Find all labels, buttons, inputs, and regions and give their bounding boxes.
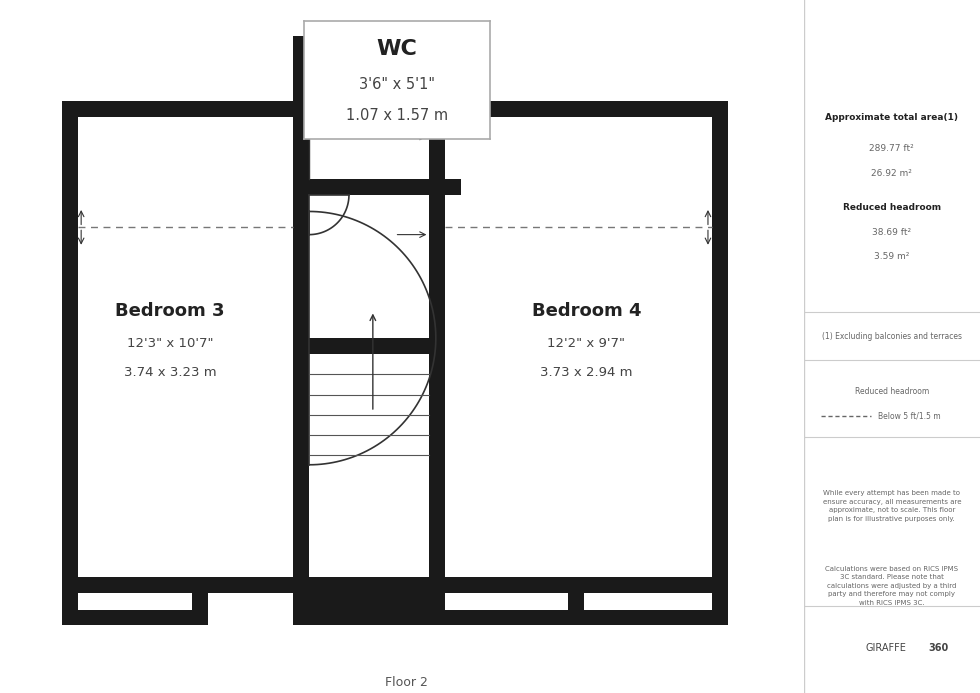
Text: 3.74 x 3.23 m: 3.74 x 3.23 m (123, 366, 217, 378)
Text: WC: WC (376, 39, 417, 59)
Text: James: James (864, 62, 927, 81)
Bar (62, 593, 77, 626)
Text: Oliver: Oliver (864, 33, 927, 52)
Text: 38.69 ft²: 38.69 ft² (872, 228, 911, 236)
Bar (208, 577, 293, 593)
Text: Bedroom 3: Bedroom 3 (116, 301, 225, 319)
Text: GIRAFFE: GIRAFFE (865, 643, 907, 653)
Bar (192, 593, 208, 626)
Text: Calculations were based on RICS IPMS
3C standard. Please note that
calculations : Calculations were based on RICS IPMS 3C … (825, 565, 958, 606)
Text: 3.59 m²: 3.59 m² (874, 252, 909, 261)
Bar (293, 100, 309, 593)
Bar (62, 100, 293, 116)
Bar (293, 179, 462, 195)
Text: 1.07 x 1.57 m: 1.07 x 1.57 m (346, 107, 448, 123)
Bar (429, 100, 445, 593)
Bar (309, 338, 429, 354)
Bar (346, 80, 392, 106)
Text: Reduced headroom: Reduced headroom (855, 387, 929, 396)
Bar (62, 100, 77, 593)
Text: 26.92 m²: 26.92 m² (871, 169, 912, 177)
Text: Below 5 ft/1.5 m: Below 5 ft/1.5 m (878, 412, 941, 420)
Text: 3'6" x 5'1": 3'6" x 5'1" (359, 77, 435, 92)
Text: 289.77 ft²: 289.77 ft² (869, 145, 914, 153)
Bar (429, 577, 568, 593)
Bar (568, 610, 727, 626)
Bar (429, 35, 445, 116)
Text: Reduced headroom: Reduced headroom (843, 204, 941, 212)
Bar (711, 100, 727, 593)
Text: 3.73 x 2.94 m: 3.73 x 2.94 m (540, 366, 633, 378)
Text: Floor 2: Floor 2 (385, 676, 428, 689)
Bar (293, 35, 309, 116)
Bar (293, 35, 445, 51)
Bar (62, 577, 727, 593)
Text: 360: 360 (929, 643, 949, 653)
Text: Approximate total area(1): Approximate total area(1) (825, 114, 958, 122)
Bar (711, 593, 727, 626)
Bar (445, 100, 727, 116)
Text: Bedroom 4: Bedroom 4 (531, 301, 641, 319)
Bar (429, 610, 569, 626)
Text: (1) Excluding balconies and terraces: (1) Excluding balconies and terraces (822, 332, 961, 340)
Text: While every attempt has been made to
ensure accuracy, all measurements are
appro: While every attempt has been made to ens… (822, 490, 961, 522)
Bar (568, 593, 584, 626)
Text: 12'2" x 9'7": 12'2" x 9'7" (548, 337, 625, 350)
Bar (62, 610, 208, 626)
Text: 12'3" x 10'7": 12'3" x 10'7" (127, 337, 214, 350)
Bar (293, 577, 445, 626)
